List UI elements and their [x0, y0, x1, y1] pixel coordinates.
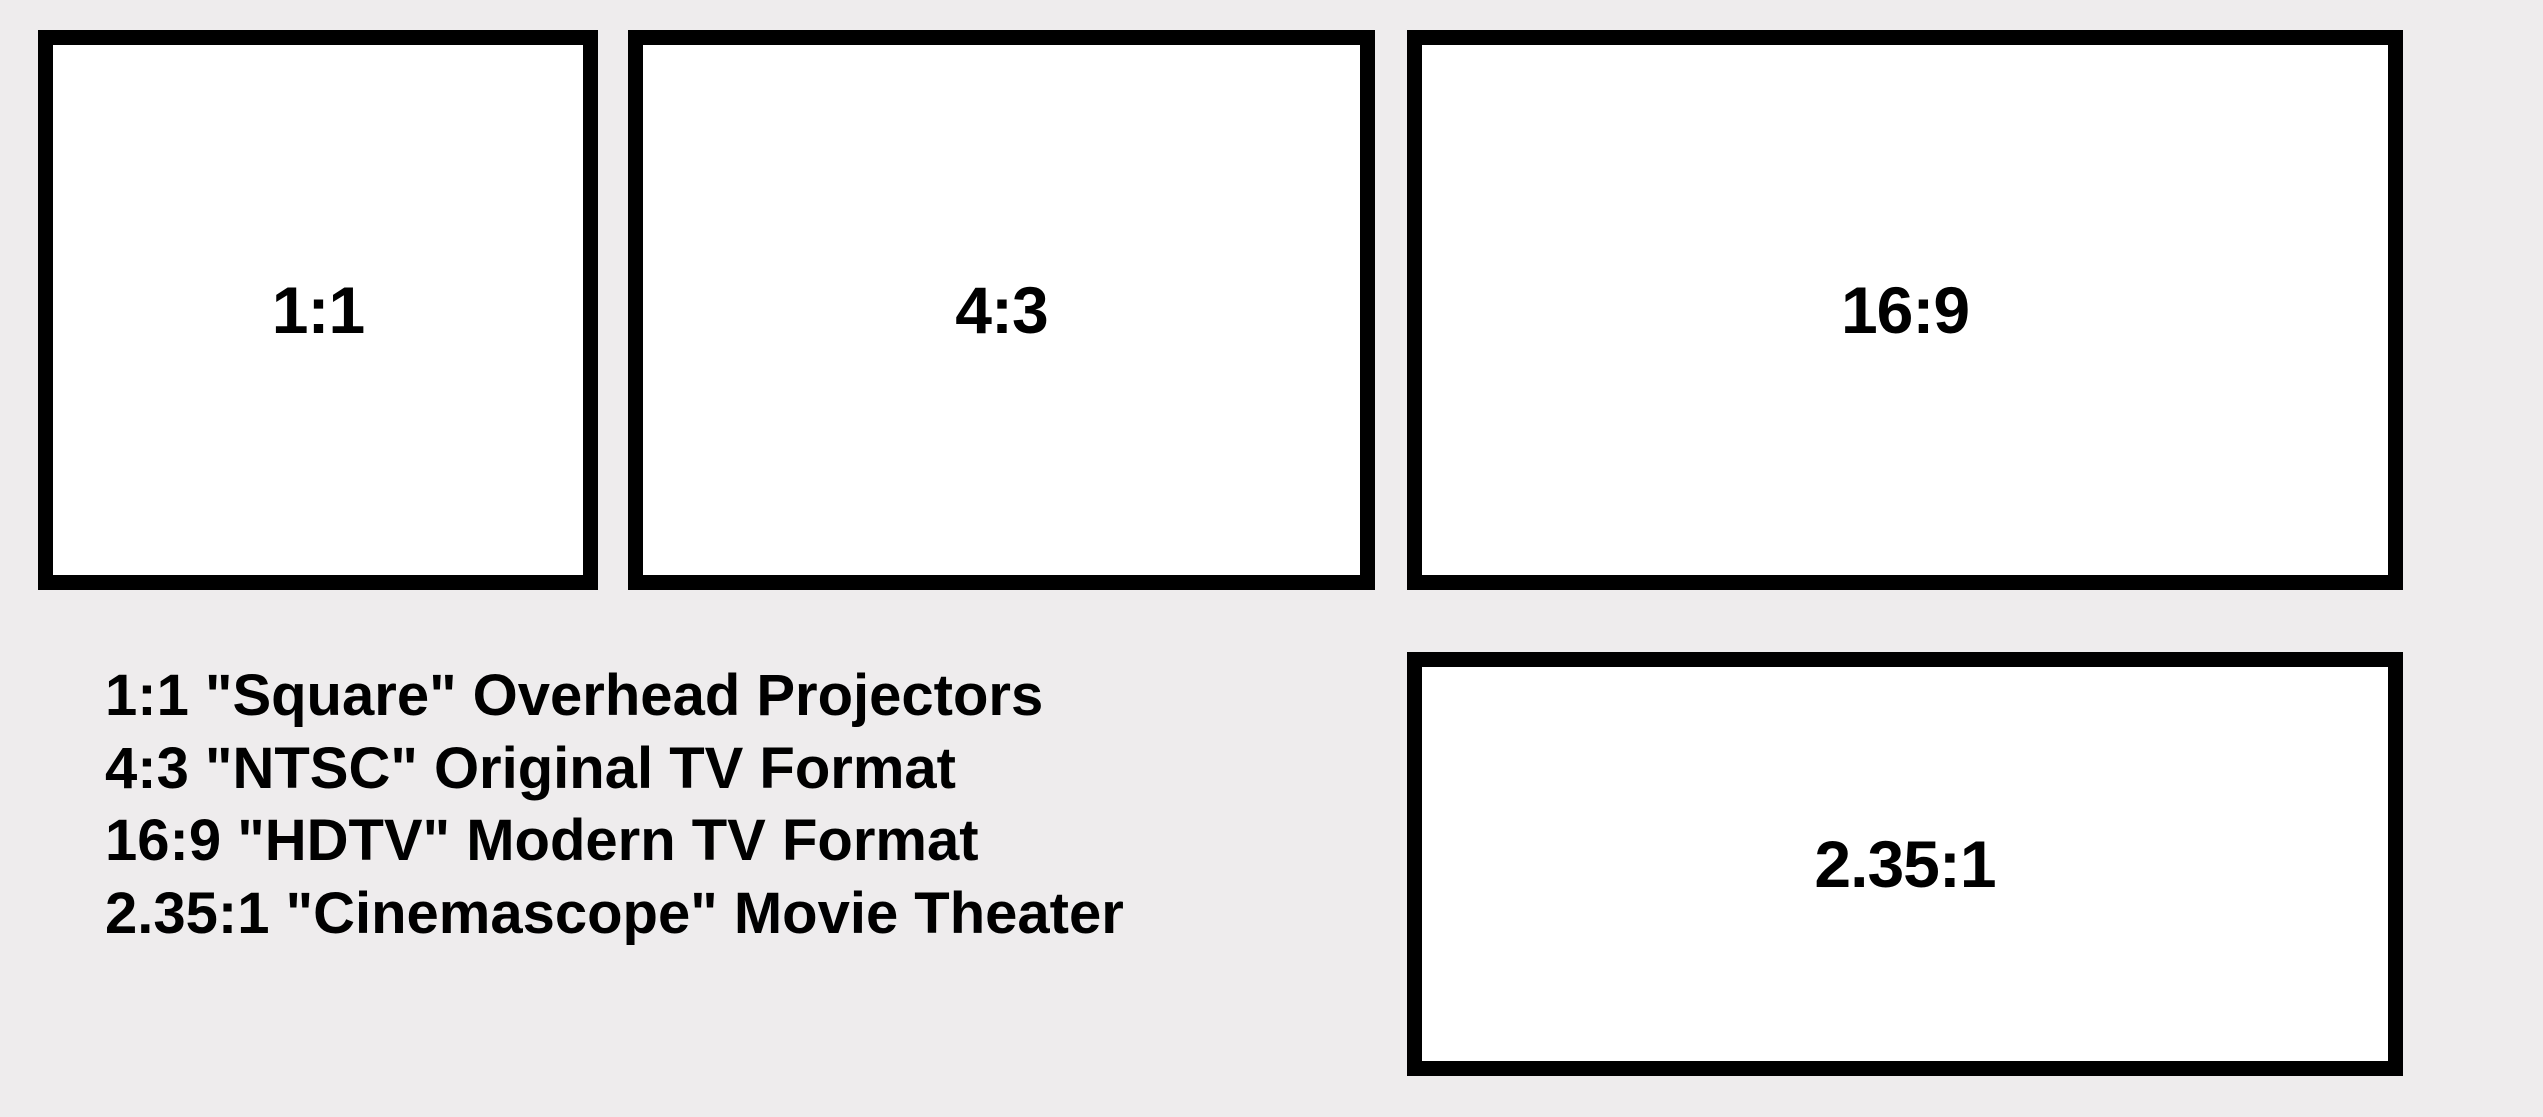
aspect-ratio-box-1-1: 1:1 — [38, 30, 598, 590]
legend-line: 16:9 "HDTV" Modern TV Format — [105, 805, 1124, 878]
ratio-label: 2.35:1 — [1814, 826, 1995, 902]
ratio-label: 16:9 — [1841, 272, 1969, 348]
aspect-ratio-box-2-35-1: 2.35:1 — [1407, 652, 2403, 1076]
ratio-label: 1:1 — [272, 272, 364, 348]
legend-line: 1:1 "Square" Overhead Projectors — [105, 660, 1124, 733]
legend: 1:1 "Square" Overhead Projectors 4:3 "NT… — [105, 660, 1124, 950]
ratio-label: 4:3 — [955, 272, 1047, 348]
aspect-ratio-box-16-9: 16:9 — [1407, 30, 2403, 590]
legend-line: 4:3 "NTSC" Original TV Format — [105, 733, 1124, 806]
aspect-ratio-box-4-3: 4:3 — [628, 30, 1375, 590]
legend-line: 2.35:1 "Cinemascope" Movie Theater — [105, 878, 1124, 951]
aspect-ratio-infographic: 1:1 4:3 16:9 2.35:1 1:1 "Square" Overhea… — [0, 0, 2543, 1117]
